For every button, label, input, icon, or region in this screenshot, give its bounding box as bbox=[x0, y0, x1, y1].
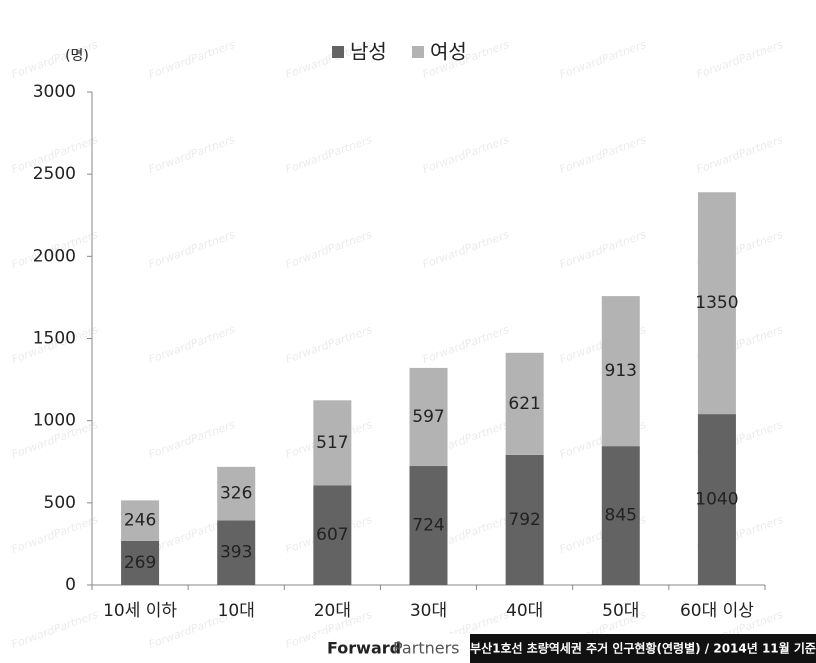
data-label: 792 bbox=[508, 510, 540, 530]
legend-swatch bbox=[412, 46, 424, 58]
watermark: ForwardPartners bbox=[695, 133, 785, 176]
watermark: ForwardPartners bbox=[695, 38, 785, 81]
watermark: ForwardPartners bbox=[421, 133, 511, 176]
data-label: 1350 bbox=[695, 293, 738, 313]
data-label: 517 bbox=[316, 433, 348, 453]
x-tick-label: 60대 이상 bbox=[680, 601, 754, 621]
watermark: ForwardPartners bbox=[558, 38, 648, 81]
bar-segment bbox=[601, 296, 640, 447]
y-tick-label: 2000 bbox=[33, 246, 76, 266]
watermark: ForwardPartners bbox=[147, 323, 237, 366]
bar-segment bbox=[505, 454, 544, 585]
bar-segment bbox=[313, 400, 352, 486]
caption: 부산1호선 초량역세권 주거 인구현황(연령별) / 2014년 11월 기준 bbox=[470, 641, 816, 656]
data-label: 326 bbox=[220, 484, 252, 504]
x-tick-label: 20대 bbox=[314, 601, 351, 621]
watermark: ForwardPartners bbox=[10, 513, 100, 556]
legend-label: 남성 bbox=[350, 40, 387, 64]
legend-swatch bbox=[332, 46, 344, 58]
watermark: ForwardPartners bbox=[421, 323, 511, 366]
watermark: ForwardPartners bbox=[284, 323, 374, 366]
y-tick-label: 1500 bbox=[33, 329, 76, 349]
bar-segment bbox=[697, 414, 736, 585]
caption-box bbox=[470, 634, 816, 663]
bar-segment bbox=[505, 352, 544, 455]
logo-light: Partners bbox=[393, 639, 459, 658]
data-label: 724 bbox=[412, 516, 444, 536]
y-axis-unit: (명) bbox=[65, 48, 89, 64]
y-tick-label: 500 bbox=[44, 493, 76, 513]
watermark: ForwardPartners bbox=[147, 133, 237, 176]
legend: 남성 여성 bbox=[332, 40, 467, 64]
y-tick-label: 0 bbox=[65, 575, 76, 595]
data-label: 913 bbox=[605, 361, 637, 381]
watermark: ForwardPartners bbox=[558, 133, 648, 176]
logo-bold: Forward bbox=[327, 639, 401, 658]
y-tick-label: 2500 bbox=[33, 164, 76, 184]
bar-segment bbox=[697, 192, 736, 415]
x-tick-label: 30대 bbox=[410, 601, 447, 621]
bar-segment bbox=[217, 520, 256, 585]
watermark: ForwardPartners bbox=[284, 133, 374, 176]
watermark: ForwardPartners bbox=[147, 228, 237, 271]
data-label: 845 bbox=[605, 506, 637, 526]
y-tick-label: 1000 bbox=[33, 411, 76, 431]
logo-box bbox=[316, 634, 470, 663]
data-label: 621 bbox=[508, 394, 540, 414]
data-label: 597 bbox=[412, 407, 444, 427]
watermark: ForwardPartners bbox=[284, 228, 374, 271]
bar-segment bbox=[121, 540, 160, 585]
watermark: ForwardPartners bbox=[10, 608, 100, 651]
watermark: ForwardPartners bbox=[558, 228, 648, 271]
legend-label: 여성 bbox=[430, 40, 467, 64]
data-label: 269 bbox=[124, 553, 156, 573]
watermark: ForwardPartners bbox=[421, 228, 511, 271]
x-tick-label: 40대 bbox=[506, 601, 543, 621]
y-tick-label: 3000 bbox=[33, 82, 76, 102]
bar-segment bbox=[121, 500, 160, 541]
x-tick-label: 10세 이하 bbox=[103, 601, 177, 621]
data-label: 393 bbox=[220, 543, 252, 563]
bar-segment bbox=[313, 485, 352, 585]
bar-segment bbox=[601, 446, 640, 585]
data-label: 1040 bbox=[695, 490, 738, 510]
watermark: ForwardPartners bbox=[147, 38, 237, 81]
bar-segment bbox=[409, 367, 448, 467]
data-label: 246 bbox=[124, 511, 156, 531]
watermark: ForwardPartners bbox=[147, 418, 237, 461]
bar-segment bbox=[409, 466, 448, 585]
bar-segment bbox=[217, 466, 256, 521]
data-label: 607 bbox=[316, 525, 348, 545]
x-tick-label: 50대 bbox=[602, 601, 639, 621]
x-tick-label: 10대 bbox=[218, 601, 255, 621]
